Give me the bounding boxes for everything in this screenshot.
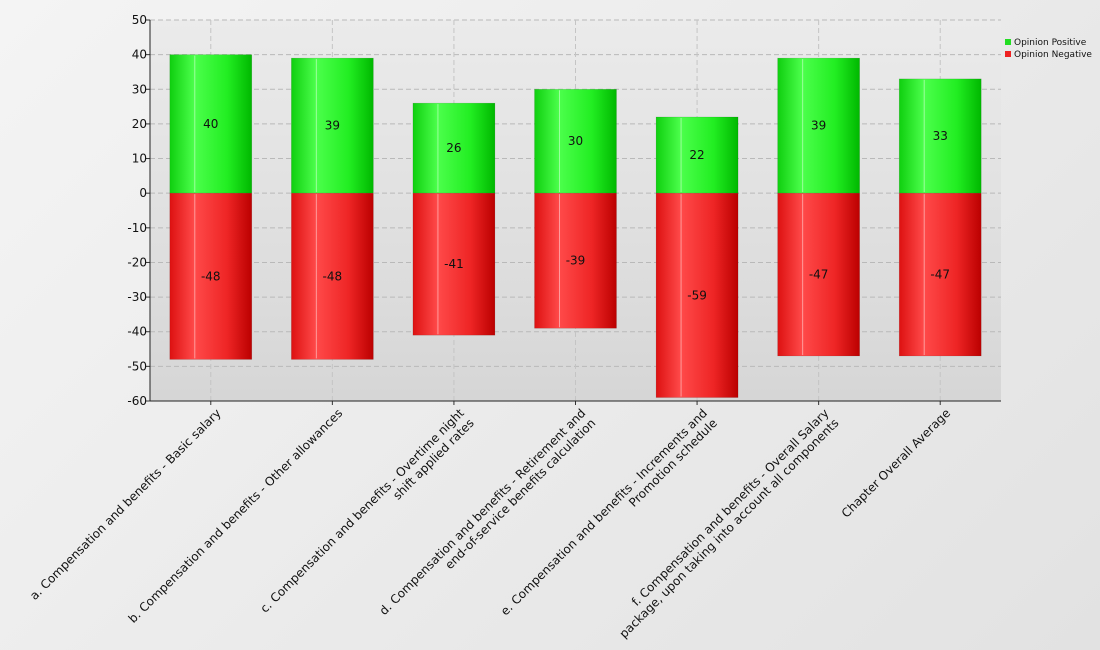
value-label: 26 xyxy=(446,141,461,155)
bar-positive xyxy=(655,116,739,194)
bar-negative xyxy=(534,192,617,329)
bar-negative xyxy=(412,192,496,336)
category-label: Chapter Overall Average xyxy=(839,406,953,520)
value-label: 39 xyxy=(811,119,826,133)
bar-negative xyxy=(898,192,982,357)
y-tick-label: 0 xyxy=(139,186,147,200)
category-label-line: a. Compensation and benefits - Basic sal… xyxy=(27,406,224,603)
value-label: -48 xyxy=(201,269,221,283)
y-tick-label: -50 xyxy=(127,359,147,373)
category-label-line: c. Compensation and benefits - Overtime … xyxy=(257,406,467,616)
value-label: 33 xyxy=(933,129,948,143)
category-label-line: package, upon taking into account all co… xyxy=(617,416,842,641)
value-label: -47 xyxy=(809,268,829,282)
bar-positive xyxy=(898,78,982,194)
y-tick-label: 50 xyxy=(132,13,147,27)
value-label: 39 xyxy=(325,119,340,133)
y-tick-label: -60 xyxy=(127,394,147,408)
category-label-line: Promotion schedule xyxy=(626,416,720,510)
value-label: -41 xyxy=(444,257,464,271)
category-label: b. Compensation and benefits - Other all… xyxy=(126,406,346,626)
bars xyxy=(169,54,982,398)
value-label: 40 xyxy=(203,117,218,131)
category-label: d. Compensation and benefits - Retiremen… xyxy=(377,406,599,618)
category-label: a. Compensation and benefits - Basic sal… xyxy=(27,406,224,603)
legend-label: Opinion Positive xyxy=(1014,38,1087,48)
axes: 50 40 30 20 10 0 -10 -20 -30 -40 -50 -60 xyxy=(127,13,1001,408)
bar-positive xyxy=(534,88,617,194)
value-label: 30 xyxy=(568,134,583,148)
category-label: e. Compensation and benefits - Increment… xyxy=(498,406,720,618)
bar-negative xyxy=(777,192,860,357)
y-tick-label: -10 xyxy=(127,221,147,235)
value-label: 22 xyxy=(689,148,704,162)
y-tick-label: -20 xyxy=(127,255,147,269)
bar-negative xyxy=(655,192,739,398)
category-label-line: f. Compensation and benefits - Overall S… xyxy=(629,406,832,609)
y-tick-label: 20 xyxy=(132,117,147,131)
category-label-line: d. Compensation and benefits - Retiremen… xyxy=(377,406,589,618)
value-label: -48 xyxy=(323,269,343,283)
y-tick-label: -30 xyxy=(127,290,147,304)
y-tick-label: 10 xyxy=(132,152,147,166)
value-label: -59 xyxy=(687,288,707,302)
y-tick-label: -40 xyxy=(127,325,147,339)
y-tick-label: 40 xyxy=(132,48,147,62)
category-label: c. Compensation and benefits - Overtime … xyxy=(257,406,476,616)
legend-swatch xyxy=(1005,51,1011,57)
legend-label: Opinion Negative xyxy=(1014,50,1092,60)
y-tick-label: 30 xyxy=(132,82,147,96)
category-label-line: Chapter Overall Average xyxy=(839,406,953,520)
value-label: -47 xyxy=(930,268,950,282)
bar-negative xyxy=(169,192,253,360)
bar-positive xyxy=(291,57,374,194)
category-labels: a. Compensation and benefits - Basic sal… xyxy=(27,406,953,641)
bar-negative xyxy=(291,192,374,360)
value-label: -39 xyxy=(566,254,586,268)
legend-swatch xyxy=(1005,39,1011,45)
category-label: f. Compensation and benefits - Overall S… xyxy=(617,406,842,641)
category-label-line: b. Compensation and benefits - Other all… xyxy=(126,406,346,626)
legend: Opinion Positive Opinion Negative xyxy=(1005,38,1092,60)
value-labels: 40 39 26 30 22 39 33 -48 -48 -41 -39 -59 -47 -47 xyxy=(201,117,950,302)
